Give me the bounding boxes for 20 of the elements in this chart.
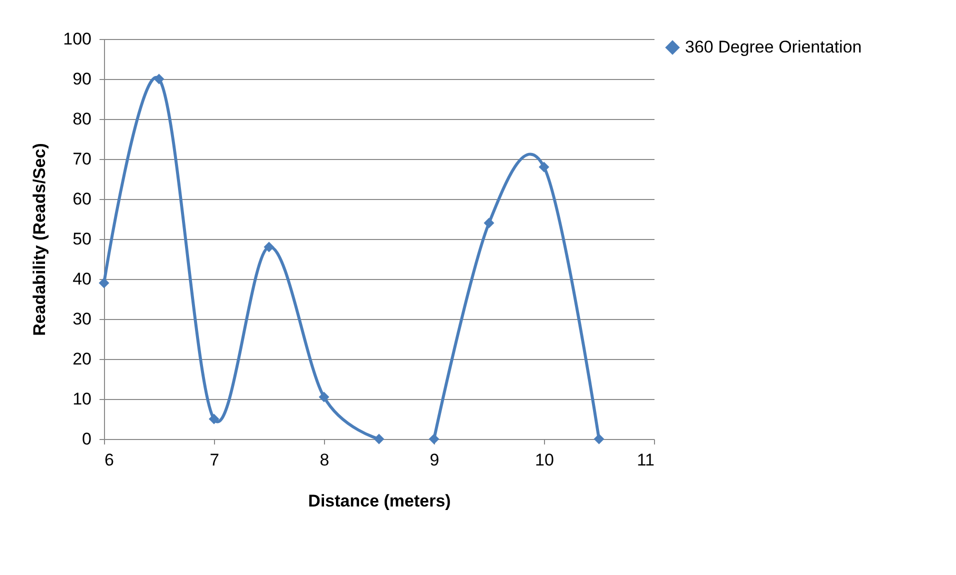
y-tick-label: 70 [72, 150, 92, 168]
legend-label: 360 Degree Orientation [685, 38, 862, 56]
x-tick-label: 10 [535, 450, 554, 470]
y-axis-title: Readability (Reads/Sec) [30, 143, 50, 336]
y-tick-label: 0 [82, 430, 92, 448]
x-tick-label: 7 [210, 450, 220, 470]
y-tick-label: 50 [72, 230, 92, 248]
y-tick-label: 90 [72, 70, 92, 88]
y-tick-label: 60 [72, 190, 92, 208]
y-tick-label: 20 [72, 350, 92, 368]
x-tick-label: 9 [430, 450, 440, 470]
y-tick-label: 30 [72, 310, 92, 328]
x-tick-label: 8 [320, 450, 330, 470]
x-tick-label: 6 [104, 450, 114, 470]
y-tick-label: 80 [72, 110, 92, 128]
y-tick-label: 100 [63, 30, 92, 48]
x-tick-label: 11 [636, 450, 654, 470]
y-tick-label: 40 [72, 270, 92, 288]
y-tick-label: 10 [72, 390, 92, 408]
x-axis-title: Distance (meters) [308, 492, 451, 510]
